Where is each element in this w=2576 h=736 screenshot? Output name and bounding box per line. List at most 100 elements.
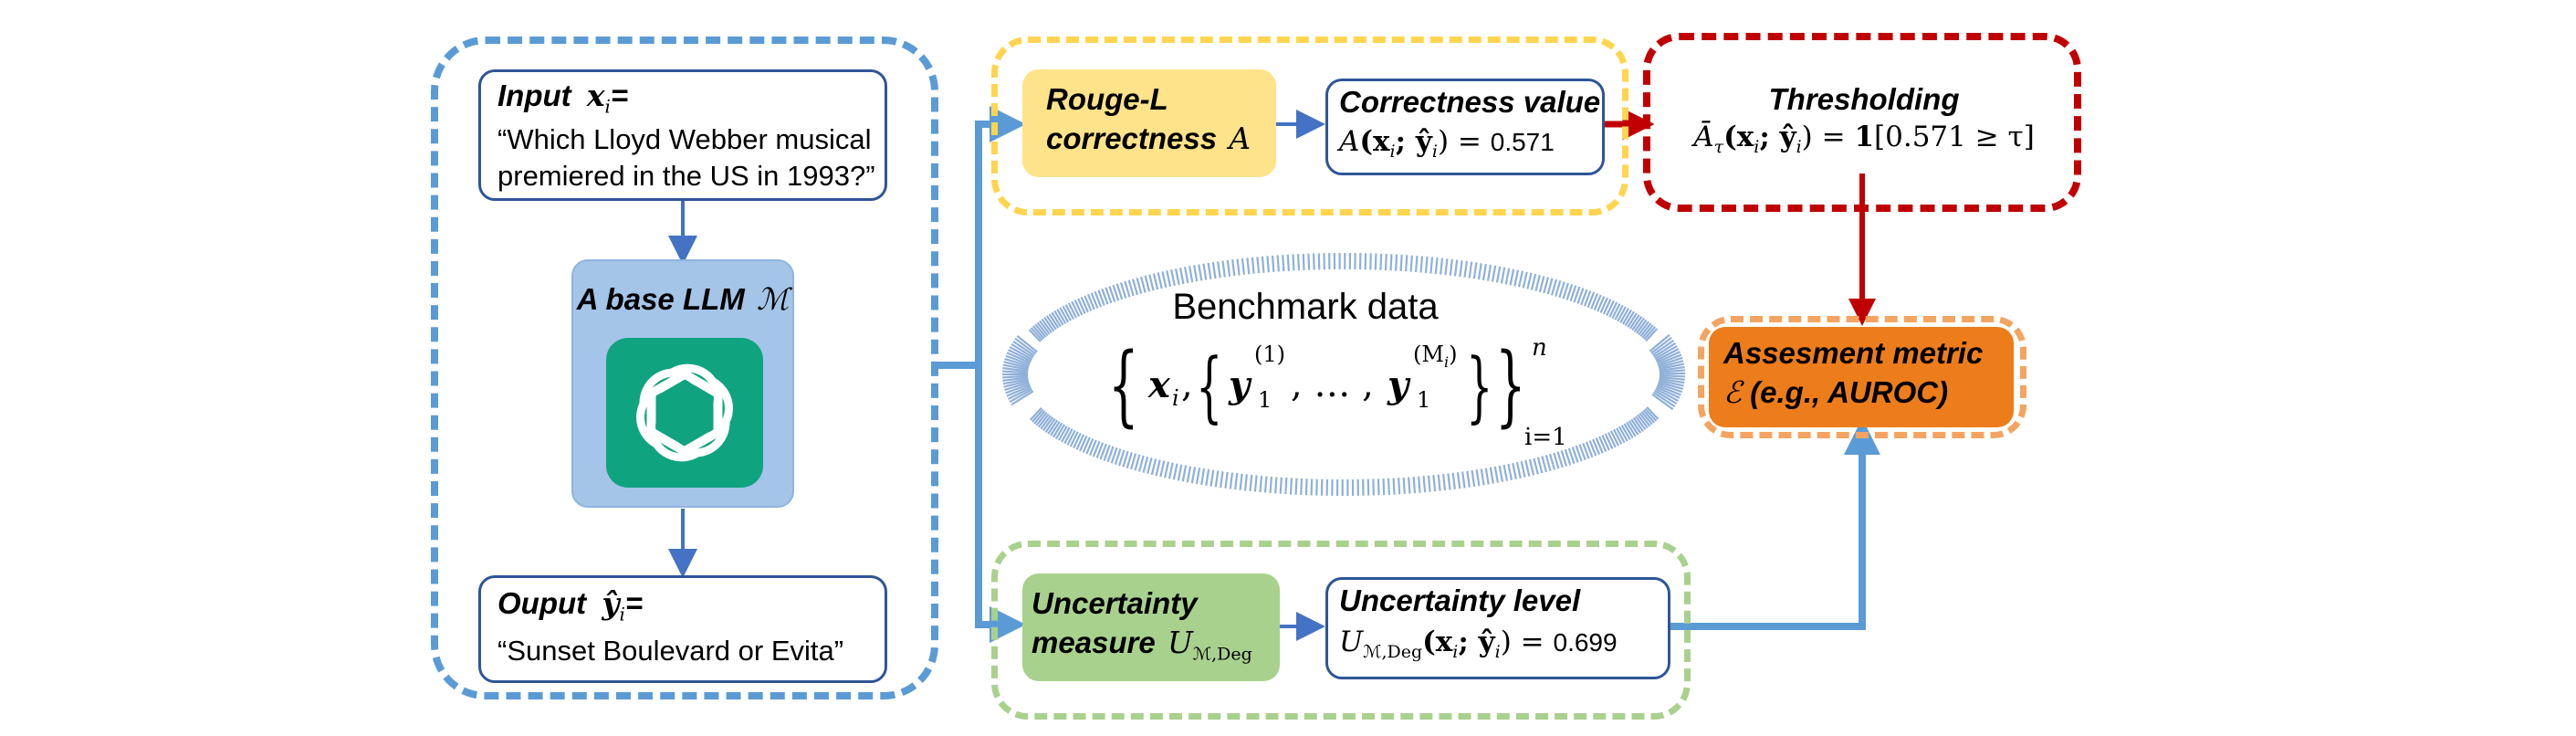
benchmark-arc-top-hatch <box>1251 257 1255 274</box>
benchmark-arc-top-hatch <box>1119 282 1127 299</box>
benchmark-arc-bottom-hatch <box>1541 456 1548 473</box>
benchmark-arc-bottom-hatch <box>1432 475 1437 492</box>
benchmark-arc-top-hatch <box>1077 298 1086 314</box>
uncertainty-measure-line2: measure <box>1031 626 1156 659</box>
generation-group-frame <box>431 37 938 699</box>
benchmark-arc-left-hatch <box>1002 376 1029 382</box>
correctness-args-sub: i <box>1389 142 1396 163</box>
benchmark-arc-bottom-hatch <box>1528 458 1535 476</box>
benchmark-arc-bottom-hatch <box>1480 468 1485 486</box>
benchmark-arc-top-hatch <box>1399 254 1403 271</box>
benchmark-arc-right-hatch <box>1656 351 1681 363</box>
benchmark-arc-top-hatch <box>1404 255 1408 272</box>
benchmark-arc-top-hatch <box>1599 297 1608 314</box>
benchmark-arc-bottom-hatch <box>1033 410 1046 425</box>
benchmark-arc-bottom-hatch <box>1553 452 1560 469</box>
benchmark-arc-top-hatch <box>1266 256 1271 273</box>
assessment-box: Assesment metric ℰ (e.g., AUROC) <box>1709 327 2014 427</box>
thresholding-condition: [0.571 ≥ τ] <box>1874 121 2035 153</box>
rouge-line2: correctness <box>1046 121 1218 155</box>
benchmark-arc-bottom-hatch <box>1229 472 1234 489</box>
benchmark-arc-top-hatch <box>1131 279 1139 296</box>
benchmark-arc-bottom-hatch <box>1269 476 1273 493</box>
benchmark-arc-bottom-hatch <box>1142 456 1149 473</box>
benchmark-arc-bottom-hatch <box>1524 459 1531 477</box>
benchmark-arc-bottom-hatch <box>1644 407 1658 422</box>
output-answer: “Sunset Boulevard or Evita” <box>497 634 844 667</box>
uncertainty-measure-line2-wrap: measure Uℳ,Deg <box>1031 625 1271 665</box>
rouge-symbol: A <box>1229 121 1251 156</box>
arrow-level-to-assessment <box>1670 418 1880 630</box>
benchmark-arc-bottom-hatch <box>1058 426 1068 441</box>
benchmark-arc-bottom-hatch <box>1310 478 1314 496</box>
benchmark-arc-bottom-hatch <box>1628 420 1639 436</box>
thresholding-args-sub2: i <box>1796 137 1802 158</box>
benchmark-arc-left-hatch <box>1005 383 1031 394</box>
benchmark-arc-bottom-hatch <box>1253 475 1258 492</box>
benchmark-arc-top-hatch <box>1188 266 1194 283</box>
benchmark-arc-top-hatch <box>1261 256 1265 273</box>
llm-heading: A base LLM ℳ <box>573 281 792 317</box>
benchmark-arc-top-hatch <box>1221 260 1226 278</box>
benchmark-arc-right-hatch <box>1652 391 1676 408</box>
benchmark-arc-bottom-hatch <box>1249 474 1253 492</box>
benchmark-arc-bottom-hatch <box>1548 453 1556 470</box>
benchmark-arc-bottom-hatch <box>1284 478 1288 495</box>
benchmark-arc-bottom-hatch <box>1159 460 1166 478</box>
input-question-line2: premiered in the US in 1993?” <box>497 159 875 192</box>
uncertainty-level-args: (x <box>1422 626 1453 658</box>
benchmark-y-last-sub: 1 <box>1417 387 1431 413</box>
benchmark-arc-top-hatch <box>1444 258 1449 276</box>
uncertainty-level-args-sub: i <box>1452 642 1459 663</box>
benchmark-arc-bottom-hatch <box>1533 457 1539 475</box>
benchmark-arc-top-hatch <box>1193 265 1199 282</box>
benchmark-arc-right-hatch <box>1649 334 1670 352</box>
benchmark-arc-top-hatch <box>1614 304 1624 321</box>
benchmark-arc-top-hatch <box>1178 268 1185 285</box>
thresholding-args: (x <box>1723 121 1754 153</box>
benchmark-arc-bottom-hatch <box>1195 468 1201 485</box>
benchmark-arc-bottom-hatch <box>1637 414 1649 429</box>
benchmark-arc-bottom-hatch <box>1073 432 1082 449</box>
benchmark-arc-left-hatch <box>1002 363 1029 371</box>
benchmark-arc-top-hatch <box>1157 272 1163 289</box>
uncertainty-measure-sub: ℳ,Deg <box>1192 644 1252 665</box>
benchmark-arc-top-hatch <box>1459 260 1463 278</box>
benchmark-arc-top-hatch <box>1152 273 1159 290</box>
benchmark-arc-bottom-hatch <box>1484 468 1490 485</box>
benchmark-arc-top-hatch <box>1045 315 1057 331</box>
benchmark-arc-top-hatch <box>1569 285 1577 302</box>
benchmark-arc-bottom-hatch <box>1239 473 1243 490</box>
benchmark-arc-bottom-hatch <box>1150 458 1157 476</box>
benchmark-arc-top-hatch <box>1211 261 1217 279</box>
correctness-title: Correctness value <box>1339 85 1601 119</box>
benchmark-arc-top-hatch <box>1538 276 1545 293</box>
benchmark-arc-bottom-hatch <box>1408 477 1411 494</box>
thresholding-args-mid: ; ŷ <box>1759 121 1796 153</box>
benchmark-arc-top-hatch <box>1202 263 1208 280</box>
benchmark-arc-top-hatch <box>1641 324 1654 339</box>
uncertainty-measure-line1: Uncertainty <box>1031 586 1198 620</box>
benchmark-arc-top-hatch <box>1586 291 1596 309</box>
benchmark-arc-bottom-hatch <box>1392 478 1396 495</box>
benchmark-y-last-sup: (Mi) <box>1413 342 1457 371</box>
uncertainty-level-args-end: ) = <box>1500 626 1545 658</box>
assessment-symbol: ℰ <box>1723 374 1742 410</box>
benchmark-arc-top-hatch <box>1174 268 1180 286</box>
benchmark-arc-top-hatch <box>1624 310 1635 327</box>
benchmark-arc-left-hatch <box>1011 390 1034 406</box>
benchmark-arc-bottom-hatch <box>1441 473 1447 491</box>
benchmark-arc-bottom-hatch <box>1106 446 1115 463</box>
uncertainty-level-formula: Uℳ,Deg(xi; ŷi) = 0.699 <box>1339 626 1657 662</box>
input-box: Input xi= “Which Lloyd Webber musical pr… <box>478 69 887 201</box>
benchmark-arc-bottom-hatch <box>1103 445 1111 461</box>
benchmark-arc-bottom-hatch <box>1451 472 1456 489</box>
assessment-line2-wrap: ℰ (e.g., AUROC) <box>1723 374 1999 410</box>
uncertainty-level-title: Uncertainty level <box>1339 584 1581 617</box>
benchmark-arc-top-hatch <box>1509 268 1515 286</box>
benchmark-arc-top-hatch <box>1207 262 1212 279</box>
benchmark-arc-bottom-hatch <box>1412 477 1417 494</box>
benchmark-arc-top-hatch <box>1059 307 1070 323</box>
benchmark-arc-top-hatch <box>1583 290 1592 307</box>
openai-knot-shape <box>606 338 763 488</box>
